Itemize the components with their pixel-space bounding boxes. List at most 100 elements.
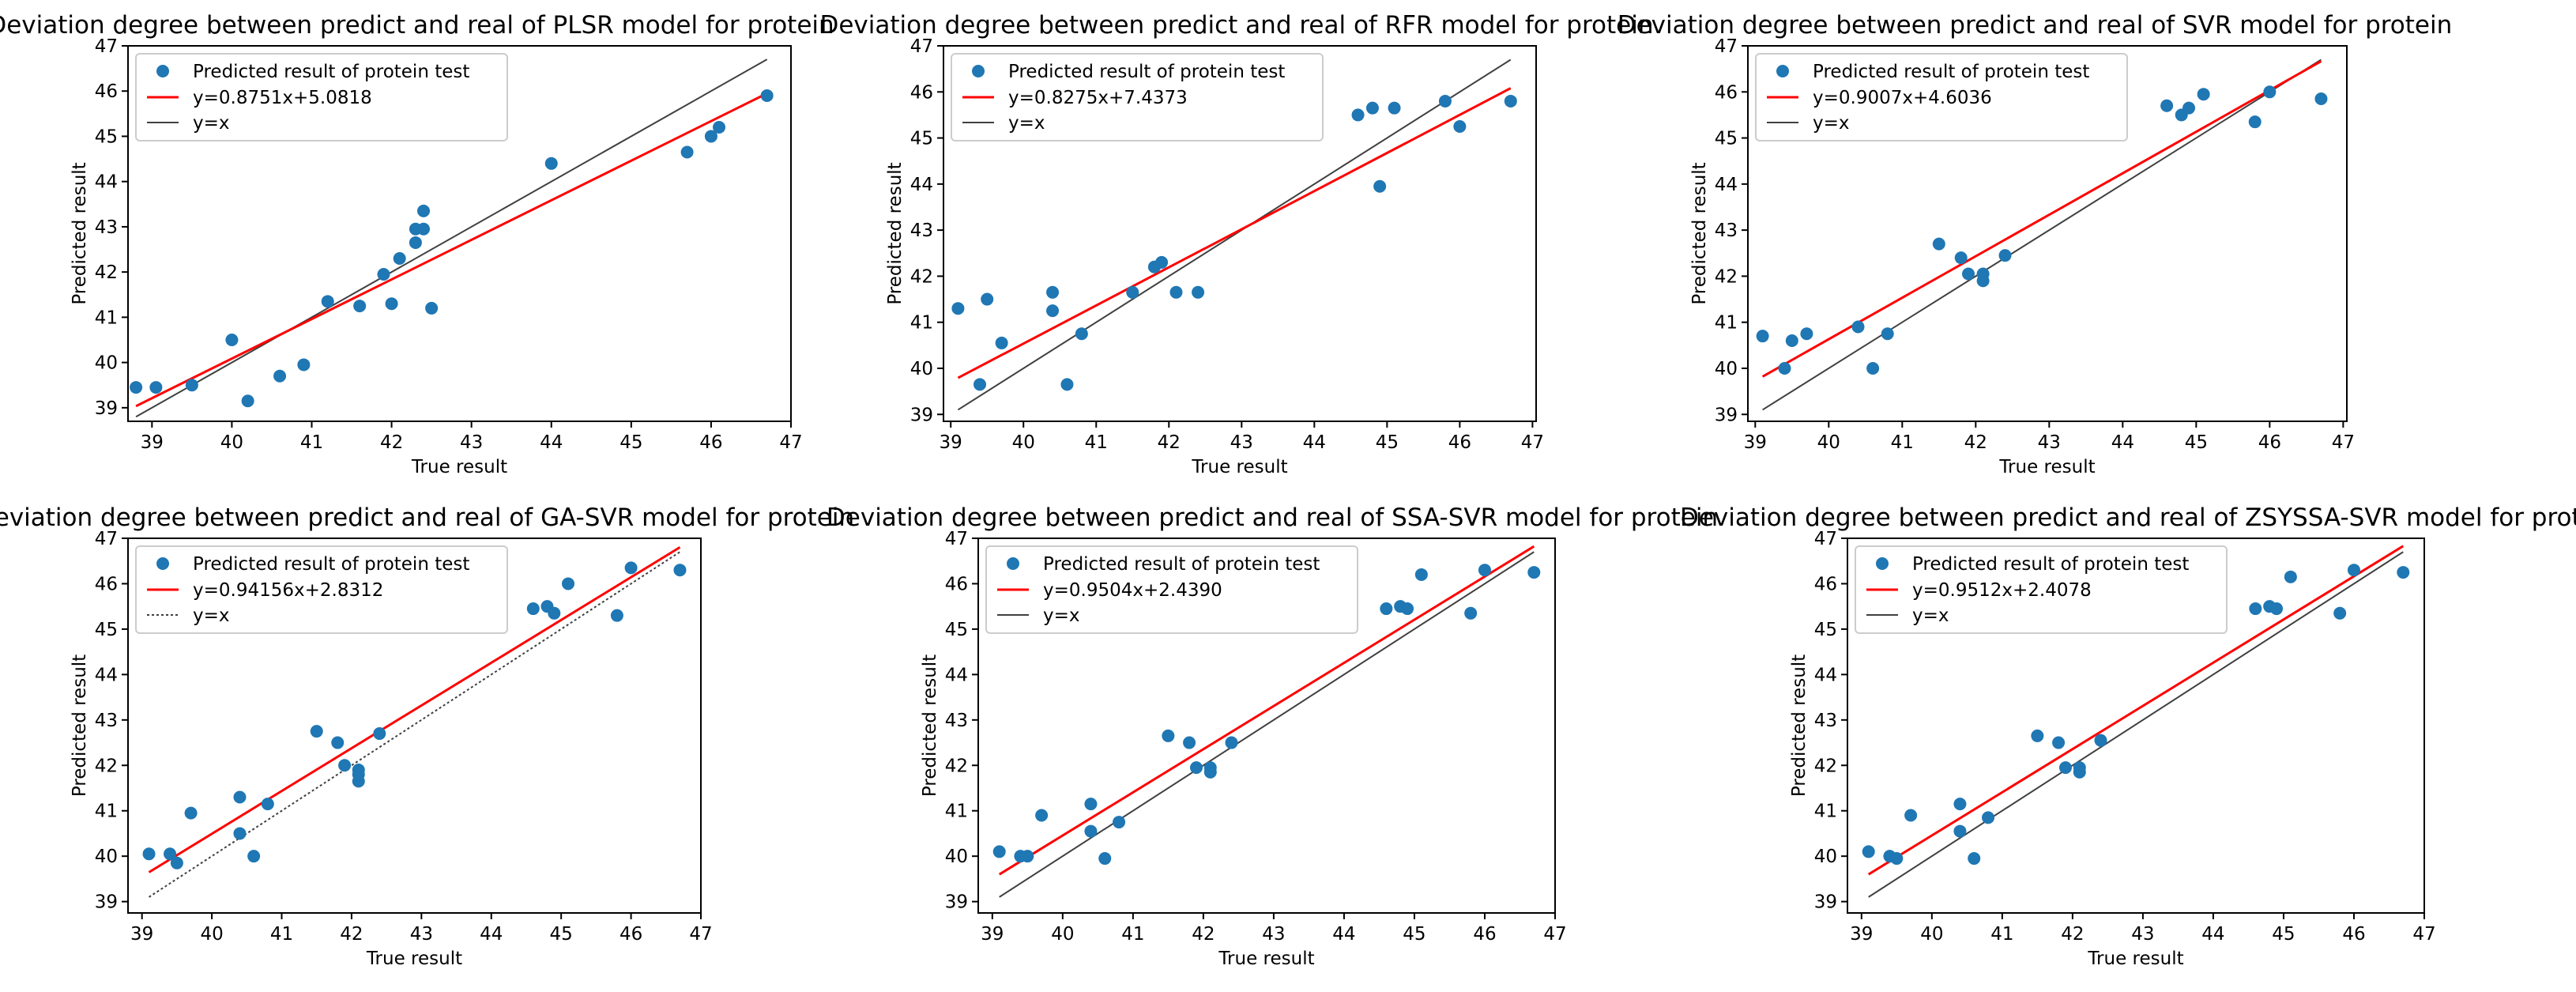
data-point xyxy=(130,381,143,394)
x-tick-label: 42 xyxy=(380,432,403,453)
y-axis-label: Predicted result xyxy=(70,162,90,304)
data-point xyxy=(974,378,987,391)
data-point xyxy=(233,827,247,840)
x-tick-label: 45 xyxy=(2185,432,2208,453)
plot-frame xyxy=(1847,537,2425,914)
x-tick-label: 47 xyxy=(2332,432,2355,453)
y-tick-label: 42 xyxy=(910,266,933,287)
data-point xyxy=(1046,285,1060,299)
data-point xyxy=(1464,606,1478,620)
data-point xyxy=(951,302,965,315)
data-point xyxy=(2263,85,2277,99)
data-point xyxy=(1351,108,1365,122)
y-tick-label: 46 xyxy=(95,81,118,102)
data-point xyxy=(247,850,261,863)
data-point xyxy=(760,89,774,102)
legend-label-points: Predicted result of protein test xyxy=(1813,62,2089,82)
data-point xyxy=(1098,852,1112,866)
legend-marker-points xyxy=(156,65,169,77)
data-point xyxy=(713,121,726,134)
data-point xyxy=(338,759,352,772)
chart-title: Deviation degree between predict and rea… xyxy=(1618,11,2453,40)
y-tick-label: 45 xyxy=(1715,129,1738,149)
legend-label-identity: y=x xyxy=(1008,113,1045,134)
chart-title: Deviation degree between predict and rea… xyxy=(819,11,1653,40)
chart-title: Deviation degree between predict and rea… xyxy=(0,11,834,40)
data-point xyxy=(1113,816,1126,829)
data-point xyxy=(1075,327,1088,341)
data-point xyxy=(680,145,694,159)
y-tick-label: 41 xyxy=(95,307,118,328)
chart-panel: Deviation degree between predict and rea… xyxy=(0,11,834,477)
x-tick-label: 46 xyxy=(2342,924,2365,945)
y-tick-label: 46 xyxy=(1715,82,1738,103)
x-axis-label: True result xyxy=(1218,949,1314,969)
chart-title: Deviation degree between predict and rea… xyxy=(0,504,854,532)
legend-box xyxy=(135,545,508,634)
legend-label-points: Predicted result of protein test xyxy=(193,62,469,82)
y-tick-label: 45 xyxy=(95,620,118,640)
chart-title: Deviation degree between predict and rea… xyxy=(1680,504,2576,532)
data-point xyxy=(1225,736,1238,749)
x-tick-label: 47 xyxy=(2412,924,2435,945)
identity-line xyxy=(135,58,768,418)
y-tick-label: 46 xyxy=(1814,574,1837,594)
data-point xyxy=(2031,729,2044,742)
data-point xyxy=(2094,734,2107,747)
legend-label-points: Predicted result of protein test xyxy=(1043,554,1320,575)
x-tick-label: 43 xyxy=(410,924,433,945)
x-tick-label: 46 xyxy=(1473,924,1496,945)
x-axis-label: True result xyxy=(1998,457,2095,477)
data-point xyxy=(225,333,239,346)
data-point xyxy=(1021,850,1034,863)
x-tick-label: 45 xyxy=(2272,924,2295,945)
legend-box xyxy=(951,53,1324,141)
data-point xyxy=(2270,602,2284,616)
data-point xyxy=(1527,566,1541,579)
data-point xyxy=(273,369,287,383)
x-tick-label: 39 xyxy=(940,432,962,453)
legend-box xyxy=(1855,545,2228,634)
data-point xyxy=(1169,285,1183,299)
data-point xyxy=(2160,99,2174,112)
data-point xyxy=(1189,761,1203,775)
data-point xyxy=(1046,304,1060,318)
plot-frame xyxy=(127,537,702,914)
data-point xyxy=(1126,285,1139,299)
data-point xyxy=(1954,251,1968,265)
x-tick-label: 47 xyxy=(689,924,712,945)
data-point xyxy=(149,381,163,394)
y-tick-label: 47 xyxy=(95,36,118,57)
data-point xyxy=(1982,811,1995,824)
plot-frame xyxy=(977,537,1556,914)
x-tick-label: 45 xyxy=(620,432,642,453)
data-point xyxy=(261,798,274,811)
data-point xyxy=(2284,570,2297,583)
data-point xyxy=(1504,94,1517,107)
legend-box xyxy=(135,53,508,141)
x-tick-label: 47 xyxy=(779,432,802,453)
x-tick-label: 40 xyxy=(1012,432,1035,453)
y-axis-label: Predicted result xyxy=(885,162,906,304)
y-tick-label: 47 xyxy=(1814,529,1837,549)
y-tick-label: 39 xyxy=(1814,892,1837,913)
x-tick-label: 40 xyxy=(1817,432,1840,453)
data-point xyxy=(142,847,156,861)
x-tick-label: 44 xyxy=(540,432,563,453)
y-axis-label: Predicted result xyxy=(70,654,90,797)
x-tick-label: 41 xyxy=(1990,924,2013,945)
data-point xyxy=(1388,101,1401,115)
y-tick-label: 40 xyxy=(95,353,118,374)
data-point xyxy=(1851,320,1865,334)
data-point xyxy=(1890,852,1904,866)
legend-label-identity: y=x xyxy=(193,605,230,626)
x-tick-label: 44 xyxy=(1303,432,1326,453)
data-point xyxy=(233,790,247,804)
x-axis-label: True result xyxy=(366,949,462,969)
data-point xyxy=(185,379,198,392)
legend-label-identity: y=x xyxy=(1043,605,1080,626)
data-point xyxy=(184,806,198,820)
x-tick-label: 45 xyxy=(1376,432,1399,453)
data-point xyxy=(377,268,390,281)
identity-line xyxy=(1762,58,2322,411)
